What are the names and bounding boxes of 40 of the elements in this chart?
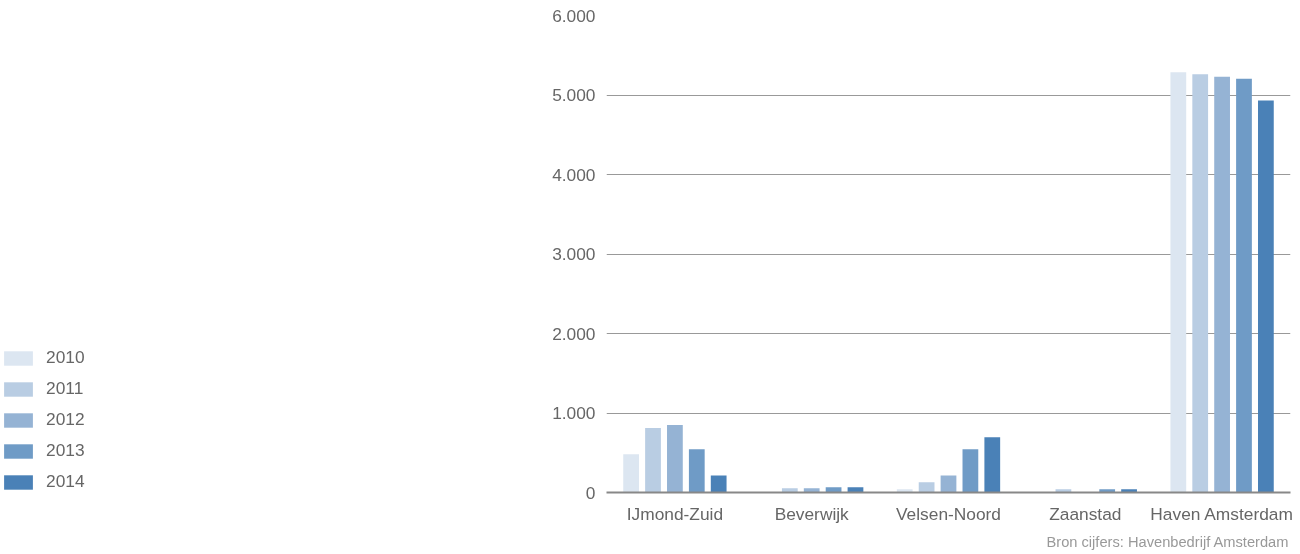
bar [803, 488, 820, 493]
bar [1121, 489, 1137, 493]
bar [1236, 78, 1252, 493]
bar [623, 454, 639, 493]
bar [896, 489, 913, 493]
y-tick-label: 4.000 [552, 164, 596, 185]
bar [645, 428, 661, 493]
bar [1170, 72, 1187, 493]
bar [1055, 489, 1072, 493]
bar [1099, 489, 1116, 493]
x-tick-label: Zaanstad [1049, 503, 1122, 524]
y-tick-label: 3.000 [552, 244, 596, 264]
x-tick-label: Beverwijk [774, 503, 850, 524]
legend-label: 2013 [46, 440, 85, 461]
bar [688, 449, 705, 493]
bar [984, 437, 1001, 493]
y-tick-label: 6.000 [552, 5, 596, 26]
bar [1258, 100, 1274, 493]
y-tick-label: 1.000 [552, 403, 596, 423]
x-tick-label: Haven Amsterdam [1150, 503, 1293, 524]
bar [825, 487, 842, 493]
bar [962, 449, 979, 493]
legend-label: 2010 [46, 347, 85, 368]
bar [1214, 76, 1230, 493]
legend-label: 2014 [46, 471, 85, 492]
bar [1192, 74, 1209, 493]
x-tick-label: Velsen-Noord [896, 503, 1001, 524]
bar [710, 475, 727, 493]
bar [847, 487, 864, 493]
bar [667, 424, 683, 493]
bar [940, 475, 957, 493]
y-tick-label: 0 [585, 482, 596, 503]
y-tick-label: 2.000 [552, 323, 596, 344]
x-tick-label: IJmond-Zuid [626, 503, 724, 524]
bar [781, 488, 798, 493]
legend-label: 2011 [46, 378, 84, 399]
bar [918, 482, 935, 493]
text: Bron cijfers: Havenbedrijf Amsterdam [1046, 533, 1289, 550]
y-tick-label: 5.000 [552, 85, 596, 105]
legend-label: 2012 [46, 409, 85, 430]
